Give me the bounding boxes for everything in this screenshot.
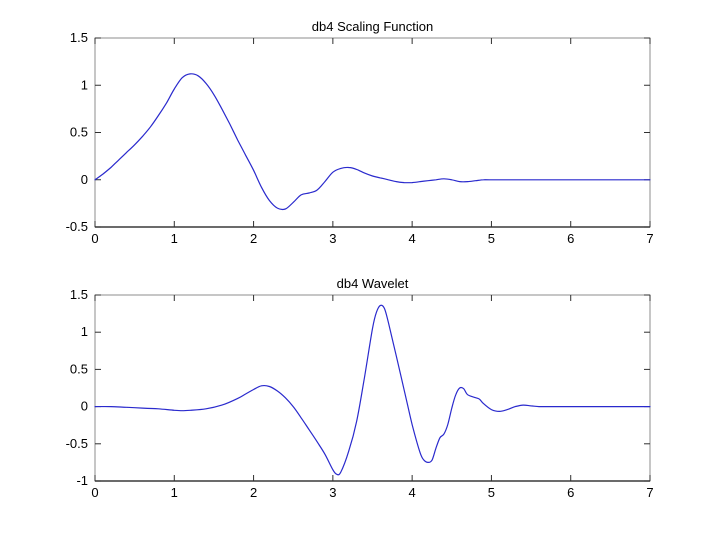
plot-title-wavelet: db4 Wavelet	[336, 276, 409, 291]
x-tick-label: 2	[250, 231, 257, 246]
axes-box-wavelet	[94, 294, 651, 482]
x-tick-label: 7	[646, 231, 653, 246]
x-tick-label: 0	[91, 485, 98, 500]
y-tick-label: -0.5	[66, 219, 88, 234]
y-tick-label: 1	[81, 77, 88, 92]
y-tick-label: 1.5	[70, 287, 88, 302]
x-tick-label: 1	[171, 485, 178, 500]
y-tick-label: 0.5	[70, 361, 88, 376]
y-tick-label: 1	[81, 324, 88, 339]
plot-title-scaling-function: db4 Scaling Function	[311, 19, 434, 34]
x-tick-label: 3	[329, 231, 336, 246]
y-tick-label: 0	[81, 399, 88, 414]
x-tick-label: 5	[488, 231, 495, 246]
y-tick-label: -1	[76, 473, 88, 488]
x-tick-label: 0	[91, 231, 98, 246]
x-tick-label: 2	[250, 485, 257, 500]
x-tick-label: 1	[171, 231, 178, 246]
y-tick-label: 0	[81, 172, 88, 187]
x-tick-label: 7	[646, 485, 653, 500]
x-tick-label: 5	[488, 485, 495, 500]
x-tick-label: 4	[409, 231, 416, 246]
curve-scaling-function	[94, 73, 651, 211]
x-tick-label: 6	[567, 231, 574, 246]
curve-wavelet	[94, 304, 651, 476]
axes-box-scaling-function	[94, 37, 651, 228]
y-tick-label: 1.5	[70, 30, 88, 45]
x-tick-label: 6	[567, 485, 574, 500]
x-tick-label: 4	[409, 485, 416, 500]
y-tick-label: 0.5	[70, 125, 88, 140]
x-tick-label: 3	[329, 485, 336, 500]
y-tick-label: -0.5	[66, 436, 88, 451]
